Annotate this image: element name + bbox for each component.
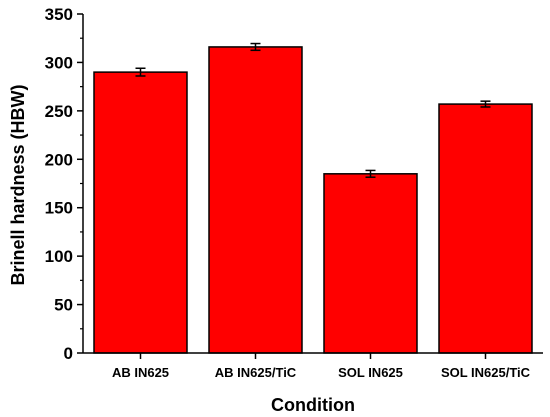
y-tick-label: 300 xyxy=(45,53,73,72)
y-tick-label: 100 xyxy=(45,247,73,266)
y-tick-label: 350 xyxy=(45,5,73,24)
x-tick-label: SOL IN625/TiC xyxy=(441,365,531,380)
y-tick-label: 250 xyxy=(45,102,73,121)
x-tick-label: AB IN625 xyxy=(112,365,169,380)
bar-sol-in625 xyxy=(323,173,418,354)
y-tick-label: 200 xyxy=(45,150,73,169)
y-tick-label: 150 xyxy=(45,199,73,218)
bars-layer xyxy=(93,46,533,354)
error-bars-layer xyxy=(135,42,491,178)
x-ticks-layer: AB IN625 AB IN625/TiC SOL IN625 SOL IN625/T… xyxy=(112,353,531,380)
x-axis-title: Condition xyxy=(271,395,355,415)
x-tick-label: AB IN625/TiC xyxy=(215,365,297,380)
y-tick-label: 0 xyxy=(64,344,73,363)
error-bar xyxy=(250,42,261,52)
y-axis-title: Brinell hardness (HBW) xyxy=(8,84,28,285)
y-ticks-layer: 0 50 100 150 200 250 300 350 xyxy=(45,5,83,363)
bar-sol-in625-tic xyxy=(438,103,533,354)
bar-ab-in625 xyxy=(93,71,188,354)
error-bar xyxy=(365,169,376,178)
error-bar xyxy=(135,67,146,77)
x-tick-label: SOL IN625 xyxy=(338,365,403,380)
bar-ab-in625-tic xyxy=(208,46,303,354)
error-bar xyxy=(480,100,491,108)
y-tick-label: 50 xyxy=(54,296,73,315)
